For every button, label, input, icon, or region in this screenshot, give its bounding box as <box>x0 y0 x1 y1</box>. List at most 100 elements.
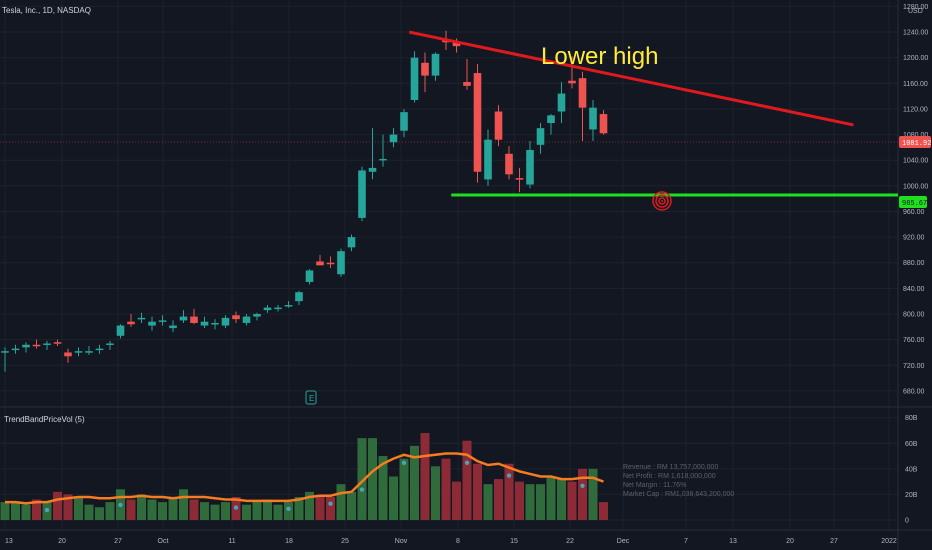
candle-body <box>494 111 503 140</box>
fundamentals-panel: Revenue : RM 13,757,000,000 Net Profit :… <box>623 464 734 498</box>
fundamental-revenue: Revenue : RM 13,757,000,000 <box>623 464 718 471</box>
candle <box>389 128 398 148</box>
price-tick-label: 1200.00 <box>903 55 928 62</box>
candle <box>85 346 93 356</box>
candle-body <box>53 342 62 344</box>
candle <box>316 255 324 266</box>
candle <box>463 58 471 90</box>
candle <box>379 134 387 167</box>
volume-bar <box>242 504 251 520</box>
candle-body <box>473 73 482 172</box>
volume-bar <box>221 502 230 520</box>
price-tick-label: 680.00 <box>903 388 925 395</box>
candle <box>274 305 282 312</box>
candle-body <box>22 344 30 348</box>
candle-body <box>358 170 366 218</box>
time-tick-label: 20 <box>786 538 794 545</box>
candle-body <box>43 343 51 345</box>
volume-bar <box>473 463 482 520</box>
currency-label: USD <box>908 8 923 15</box>
volume-bar <box>210 504 220 520</box>
candle-body <box>263 307 272 311</box>
volume-bar <box>368 438 377 520</box>
candle <box>295 290 303 306</box>
candle-body <box>547 115 555 124</box>
candle-body <box>589 107 597 130</box>
candle <box>599 110 608 135</box>
price-axis[interactable]: 680.00 720.00 760.00 800.00 840.00 880.00 920.… <box>903 4 928 395</box>
volume-bar <box>84 504 94 520</box>
volume-bar <box>536 484 545 520</box>
candle-body <box>148 321 156 326</box>
candle-body <box>137 317 146 320</box>
candle-body <box>431 53 440 76</box>
volume-signal-dot <box>286 506 291 512</box>
volume-bar <box>567 481 577 520</box>
volume-axis[interactable]: 80B 60B 40B 20B 0 <box>905 415 918 524</box>
candle <box>515 167 524 193</box>
support-price-tag: 985.67 <box>899 196 927 208</box>
time-tick-label: Oct <box>158 538 169 545</box>
candle <box>106 340 114 350</box>
candle-body <box>463 82 471 86</box>
candle-body <box>179 316 188 321</box>
candle-body <box>64 352 72 357</box>
volume-tick-label: 20B <box>905 492 918 499</box>
candle <box>11 344 20 354</box>
candle <box>337 248 345 277</box>
volume-bar <box>357 438 367 520</box>
target-icon[interactable] <box>652 191 672 211</box>
candle <box>116 324 125 339</box>
candle-body <box>242 316 251 323</box>
candle <box>242 314 251 326</box>
chart-title: Tesla, Inc., 1D, NASDAQ <box>2 6 91 15</box>
volume-bar <box>578 468 587 520</box>
time-axis[interactable]: 13 20 27 Oct 11 18 25 Nov 8 15 22 Dec 7 13 20 27 2022 <box>5 538 897 545</box>
volume-bar <box>158 502 167 520</box>
candle <box>421 52 429 93</box>
volume-bar <box>431 466 440 520</box>
volume-pane <box>0 433 608 520</box>
candle <box>400 108 408 138</box>
volume-bar <box>273 504 283 520</box>
candle-body <box>274 307 282 310</box>
candle-body <box>158 320 167 322</box>
price-tick-label: 1240.00 <box>903 30 928 37</box>
candle <box>221 315 230 329</box>
candle <box>578 71 587 141</box>
earnings-event-marker[interactable]: E <box>305 390 317 405</box>
volume-signal-dot <box>328 501 333 506</box>
candle <box>148 316 156 331</box>
volume-bar <box>200 502 209 520</box>
candle <box>505 146 513 180</box>
candle <box>347 234 356 252</box>
volume-bar <box>53 491 62 520</box>
trendline[interactable] <box>408 30 854 127</box>
candle <box>368 128 377 180</box>
annotation-lower-high[interactable]: Lower high <box>541 43 658 70</box>
indicator-title: TrendBandPriceVol (5) <box>4 415 85 424</box>
candle-body <box>11 348 20 351</box>
candle-body <box>295 292 303 302</box>
candle <box>200 316 209 329</box>
volume-bar <box>0 502 10 520</box>
volume-signal-dot <box>233 505 239 510</box>
volume-bar <box>21 504 31 520</box>
time-tick-label: 27 <box>830 538 838 545</box>
volume-tick-label: 0 <box>905 518 909 525</box>
candle-body <box>536 128 545 145</box>
fundamental-market-cap: Market Cap : RM1,038,643,200,000 <box>623 491 734 498</box>
candle-body <box>578 78 587 108</box>
candle <box>326 256 335 268</box>
price-tick-label: 1160.00 <box>903 81 928 88</box>
candle-body <box>127 321 135 325</box>
time-tick-label: 18 <box>285 538 293 545</box>
price-tick-label: 1000.00 <box>903 183 928 190</box>
candle-body <box>211 322 219 325</box>
candle-body <box>305 270 314 282</box>
candle <box>410 51 419 103</box>
candle-body <box>232 315 240 320</box>
time-tick-label: 11 <box>228 538 235 545</box>
volume-bar <box>462 440 472 520</box>
